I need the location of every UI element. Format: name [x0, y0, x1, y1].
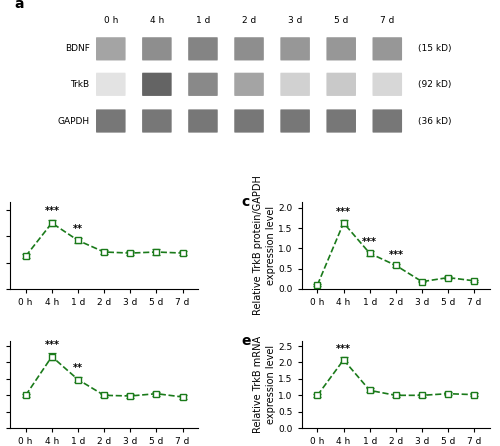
Text: ***: ***: [336, 344, 351, 354]
Text: ***: ***: [44, 206, 60, 216]
Y-axis label: Relative TrkB protein/GAPDH
expression level: Relative TrkB protein/GAPDH expression l…: [253, 175, 276, 315]
Text: ***: ***: [362, 237, 377, 248]
Text: a: a: [15, 0, 24, 11]
Text: ***: ***: [44, 340, 60, 350]
Text: **: **: [73, 363, 83, 373]
Y-axis label: Relative TrkB mRNA
expression level: Relative TrkB mRNA expression level: [253, 336, 276, 433]
Text: ***: ***: [388, 250, 404, 260]
Text: ***: ***: [336, 206, 351, 217]
Text: e: e: [242, 334, 251, 348]
Text: c: c: [242, 195, 250, 209]
Text: **: **: [73, 224, 83, 234]
